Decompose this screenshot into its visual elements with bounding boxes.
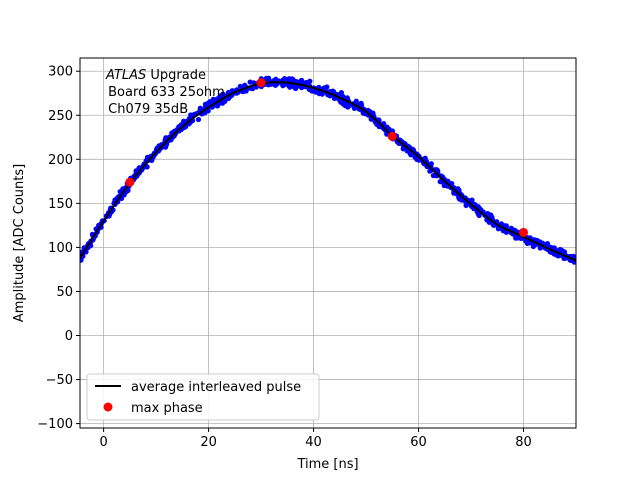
y-axis-label: Amplitude [ADC Counts]: [12, 164, 27, 322]
max-phase-point: [256, 78, 266, 88]
x-axis-ticks: 0 20 40 60 80: [99, 428, 532, 450]
sample-point: [289, 76, 295, 82]
y-tick-label: −50: [46, 373, 73, 388]
max-phase-point: [125, 177, 135, 187]
max-phase-point: [519, 227, 529, 237]
y-tick-label: −100: [37, 417, 73, 432]
sample-point: [508, 225, 514, 231]
y-tick-label: 100: [48, 241, 73, 256]
y-tick-label: 250: [48, 109, 73, 124]
sample-point: [427, 168, 433, 174]
axes-frame: [79, 57, 577, 429]
sample-point: [303, 79, 309, 86]
plot-area: [80, 75, 576, 265]
legend-marker-swatch: [103, 402, 113, 412]
sample-point: [469, 197, 475, 203]
x-tick-label: 20: [200, 435, 217, 450]
legend-frame: [86, 373, 320, 421]
x-axis-label: Time [ns]: [296, 457, 358, 472]
y-tick-label: 200: [48, 153, 73, 168]
legend-label-average: average interleaved pulse: [131, 380, 301, 395]
sample-point: [265, 75, 272, 81]
max-phase-point: [387, 131, 397, 141]
annotation-experiment: ATLAS: [105, 68, 146, 83]
sample-point: [431, 172, 437, 179]
sample-point: [441, 182, 447, 189]
x-tick-label: 80: [515, 435, 532, 450]
annotation-channel: Ch079 35dB: [104, 102, 188, 117]
annotation-experiment-suffix: Upgrade: [146, 68, 206, 83]
x-tick-label: 60: [410, 435, 427, 450]
sample-point: [338, 90, 345, 96]
sample-point: [298, 77, 305, 83]
grid-lines: [80, 58, 576, 428]
annotation-board: Board 633 25ohm: [104, 85, 225, 100]
legend-label-max-phase: max phase: [131, 401, 203, 416]
x-tick-label: 0: [99, 435, 107, 450]
legend: average interleaved pulse max phase: [86, 373, 320, 421]
sample-point: [250, 86, 256, 92]
y-tick-label: 50: [56, 285, 73, 300]
sample-point: [291, 84, 297, 90]
annotation-block: ATLAS Upgrade Board 633 25ohm Ch079 35dB: [104, 68, 225, 117]
x-tick-label: 40: [305, 435, 322, 450]
y-tick-label: 300: [48, 65, 73, 80]
sample-point: [195, 116, 202, 123]
y-tick-label: 0: [65, 329, 73, 344]
average-pulse-line: [80, 81, 576, 262]
plot-clip-group: [80, 75, 576, 265]
sample-point: [347, 102, 353, 109]
svg-text:ATLAS Upgrade: ATLAS Upgrade: [105, 68, 206, 83]
y-axis-ticks: −100 −50 0 50 100 150 200 250 300: [37, 65, 80, 432]
sample-point: [188, 112, 194, 118]
y-tick-label: 150: [48, 197, 73, 212]
sample-point: [222, 98, 228, 104]
sample-point: [80, 257, 84, 263]
